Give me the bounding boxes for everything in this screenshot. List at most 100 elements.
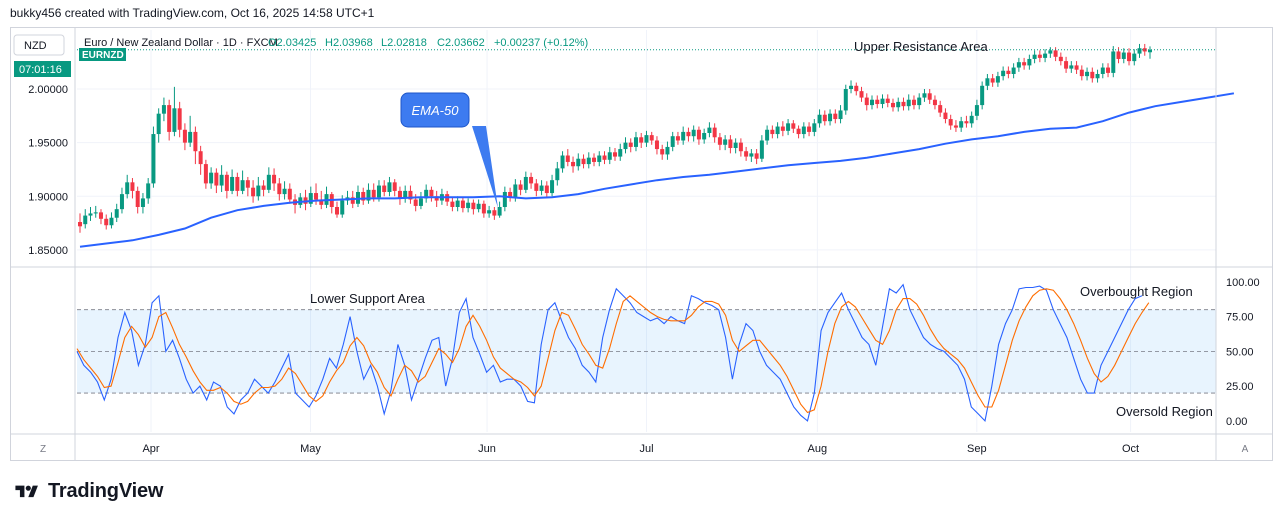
time-tick-label: Jul [639,443,653,455]
candle-body [161,105,166,114]
candle-body [613,152,617,157]
candle-body [586,157,591,165]
candle-body [182,129,187,143]
candle-body [1127,52,1132,62]
ema-50-line [79,92,1235,248]
timezone-button-label: Z [40,444,46,455]
stochastic-band [77,309,1216,394]
candle-body [539,185,544,191]
candle-body [602,155,607,160]
candle-body [172,108,177,132]
tradingview-logo[interactable]: TradingView [12,480,163,503]
candle-body [571,161,576,167]
candle-body [1016,62,1021,68]
candle-body [555,168,560,181]
candle-body [277,183,282,195]
candle-body [974,105,979,116]
candle-body [1085,71,1090,77]
candle-body [864,97,869,106]
candle-body [481,203,486,214]
candle-body [502,191,507,207]
candle-body [130,182,135,191]
stochastic-tick-label: 100.00 [1226,277,1260,289]
candle-body [93,212,98,214]
candle-body [932,99,937,106]
candle-body [875,99,880,105]
candle-body [413,199,418,206]
symbol-title: Euro / New Zealand Dollar · 1D · FXCM [84,37,278,49]
time-tick-label: Jun [478,443,496,455]
ticker-label: EURNZD [82,50,124,61]
candle-body [240,180,245,191]
candle-body [245,180,250,188]
candle-body [1043,53,1048,58]
candle-body [209,172,214,184]
ema-callout-pointer [466,126,498,208]
candle-body [828,113,833,122]
candle-body [198,151,203,165]
candle-body [754,153,759,159]
candle-body [807,126,812,132]
candle-body [1032,54,1037,59]
candle-body [623,142,628,150]
candle-body [649,135,654,141]
upper-resistance-label: Upper Resistance Area [854,39,988,54]
tradingview-wordmark: TradingView [48,480,164,502]
candle-body [518,184,523,190]
candle-body [1027,58,1032,66]
candle-body [927,93,932,100]
candle-body [896,101,901,108]
candle-body [633,137,638,147]
candle-body [1106,67,1111,73]
lower-support-label: Lower Support Area [310,291,426,306]
candle-body [1048,50,1053,54]
candle-body [833,113,838,120]
candle-body [911,99,916,106]
candle-body [922,93,927,98]
candle-body [497,207,502,216]
candle-body [466,202,471,209]
candle-body [188,131,193,143]
stochastic-tick-label: 50.00 [1226,346,1254,358]
candle-body [1053,50,1058,57]
ema-callout-label: EMA-50 [412,103,460,118]
candle-body [628,142,633,147]
candle-body [119,194,124,210]
stochastic-k-line [76,283,1143,423]
candle-body [1095,73,1100,79]
candle-body [607,152,612,160]
candle-body [88,213,93,216]
candle-body [418,198,423,206]
candle-body [177,108,182,130]
currency-button[interactable] [13,34,65,56]
candle-body [717,137,722,145]
candle-body [382,185,387,192]
candle-body [1064,61,1069,69]
auto-scale-button-label: A [1242,444,1249,455]
candle-body [214,172,219,186]
time-tick-label: Oct [1122,443,1139,455]
candle-body [508,191,513,198]
candle-body [990,78,995,83]
auto-scale-button[interactable] [1237,440,1253,456]
candle-body [1069,65,1074,69]
candle-body [791,123,796,129]
candle-body [1142,48,1147,52]
stochastic-tick-label: 25.00 [1226,381,1254,393]
time-tick-label: Apr [142,443,159,455]
candle-body [702,132,707,140]
candle-body [98,212,103,219]
oversold-label: Oversold Region [1116,404,1213,419]
candle-body [335,207,340,215]
candle-body [723,139,728,145]
candle-body [366,189,371,201]
timezone-button[interactable] [35,440,51,456]
candle-body [544,185,549,194]
candle-body [665,146,670,155]
candle-body [995,76,1000,83]
stochastic-tick-label: 75.00 [1226,312,1254,324]
candle-body [959,121,964,128]
candle-body [681,131,686,141]
candle-body [1132,53,1137,62]
candle-body [156,113,161,135]
